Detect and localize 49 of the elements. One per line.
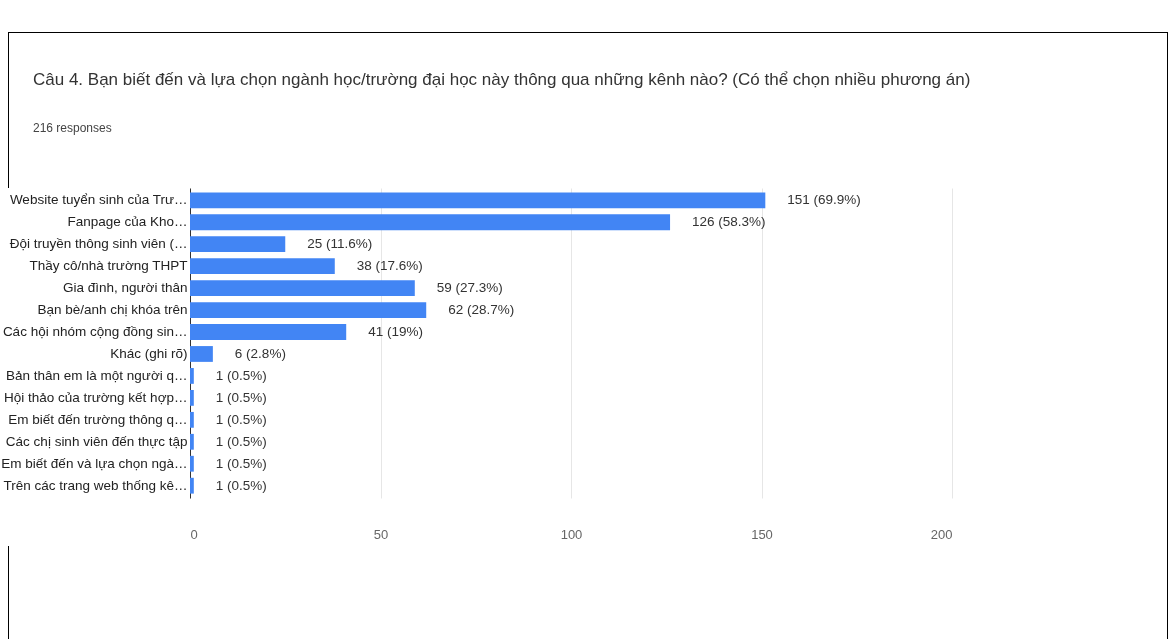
x-tick-label: 150 <box>751 526 773 542</box>
x-tick-label: 50 <box>373 526 389 542</box>
x-tick-label: 100 <box>560 526 583 542</box>
data-label: 1 (0.5%) <box>215 455 267 471</box>
data-label: 1 (0.5%) <box>215 433 267 449</box>
data-label: 59 (27.3%) <box>436 280 503 296</box>
bar <box>190 346 213 362</box>
data-label: 151 (69.9%) <box>787 192 861 208</box>
y-tick-label: Trên các trang web thống kê… <box>3 477 188 493</box>
x-tick-label: 200 <box>930 526 953 542</box>
bar <box>190 324 347 340</box>
chart-title: Câu 4. Bạn biết đến và lựa chọn ngành học/trường đại học này thông qua những kênh nào? (Có thể chọn nhiều phương án) <box>33 69 972 91</box>
y-tick-label: Hội thảo của trường kết hợp… <box>3 389 188 405</box>
bar <box>190 389 194 406</box>
y-tick-label: Em biết đến và lựa chọn ngà… <box>1 455 188 471</box>
data-label: 38 (17.6%) <box>356 258 423 274</box>
bar <box>190 280 415 297</box>
y-tick-label: Em biết đến trường thông q… <box>8 411 188 427</box>
y-tick-label: Đội truyền thông sinh viên (… <box>9 236 188 252</box>
bar <box>190 236 286 253</box>
text: 216 responses <box>33 121 112 135</box>
bar <box>190 411 194 428</box>
data-label: 1 (0.5%) <box>215 389 267 405</box>
data-label: 6 (2.8%) <box>234 345 286 361</box>
bar <box>190 302 427 318</box>
bar <box>190 455 194 472</box>
bar <box>190 192 766 209</box>
y-tick-label: Bạn bè/anh chị khóa trên <box>37 302 188 318</box>
y-tick-label: Các hội nhóm cộng đồng sin… <box>2 324 188 340</box>
data-label: 1 (0.5%) <box>215 477 267 493</box>
bar <box>190 477 194 494</box>
y-tick-label: Fanpage của Kho… <box>67 214 188 230</box>
bar <box>190 258 335 275</box>
y-tick-label: Khác (ghi rõ) <box>110 345 188 361</box>
bar <box>190 368 194 384</box>
y-tick-label: Các chị sinh viên đến thực tập <box>5 433 188 449</box>
bar <box>190 214 671 231</box>
data-label: 1 (0.5%) <box>215 411 267 427</box>
data-label: 62 (28.7%) <box>448 302 515 318</box>
data-label: 1 (0.5%) <box>215 367 267 383</box>
bar <box>190 433 194 450</box>
y-tick-label: Website tuyển sinh của Trư… <box>9 192 188 208</box>
data-label: 126 (58.3%) <box>692 214 766 230</box>
y-tick-label: Bản thân em là một người q… <box>6 367 188 383</box>
data-label: 41 (19%) <box>368 324 423 340</box>
x-tick-label: 0 <box>190 526 198 542</box>
data-label: 25 (11.6%) <box>307 236 373 252</box>
y-tick-label: Thầy cô/nhà trường THPT <box>29 258 188 274</box>
y-tick-label: Gia đình, người thân <box>63 280 188 296</box>
